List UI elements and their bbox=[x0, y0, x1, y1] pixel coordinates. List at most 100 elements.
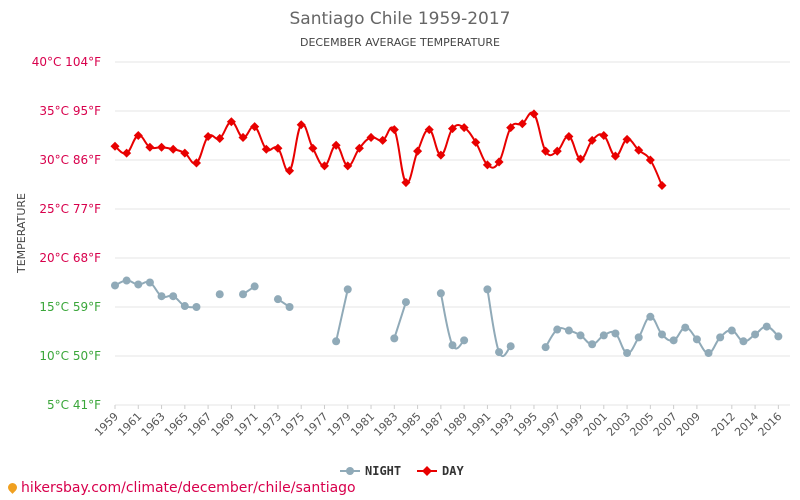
point-day[interactable] bbox=[436, 150, 446, 160]
point-day[interactable] bbox=[482, 160, 492, 170]
point-day[interactable] bbox=[343, 161, 353, 171]
point-night[interactable] bbox=[599, 331, 608, 340]
x-tick-label: 1967 bbox=[185, 410, 214, 439]
point-night[interactable] bbox=[401, 298, 410, 307]
point-night[interactable] bbox=[145, 278, 154, 287]
grid-lines bbox=[115, 61, 790, 406]
point-day[interactable] bbox=[145, 142, 155, 152]
legend-night-swatch-dot bbox=[346, 467, 354, 475]
point-night[interactable] bbox=[553, 325, 562, 334]
point-night[interactable] bbox=[657, 330, 666, 339]
point-night[interactable] bbox=[692, 335, 701, 344]
series-day-line-segment bbox=[114, 111, 663, 186]
point-night[interactable] bbox=[751, 330, 760, 339]
point-day[interactable] bbox=[354, 143, 364, 153]
y-tick-label: 10°C 50°F bbox=[39, 349, 101, 363]
point-night[interactable] bbox=[704, 349, 713, 358]
series-night-line-segment bbox=[393, 301, 407, 339]
chart-subtitle: DECEMBER AVERAGE TEMPERATURE bbox=[300, 36, 500, 49]
legend-night-label: NIGHT bbox=[365, 464, 401, 478]
point-night[interactable] bbox=[739, 337, 748, 346]
legend-day-label: DAY bbox=[442, 464, 464, 478]
point-day[interactable] bbox=[389, 125, 399, 135]
point-night[interactable] bbox=[495, 348, 504, 357]
point-day[interactable] bbox=[157, 142, 167, 152]
point-day[interactable] bbox=[215, 133, 225, 143]
point-night[interactable] bbox=[576, 331, 585, 340]
point-day[interactable] bbox=[203, 131, 213, 142]
point-night[interactable] bbox=[541, 343, 550, 352]
x-tick-label: 1995 bbox=[511, 410, 540, 439]
point-night[interactable] bbox=[588, 340, 597, 349]
point-day[interactable] bbox=[110, 141, 120, 151]
point-night[interactable] bbox=[623, 349, 632, 358]
point-night[interactable] bbox=[564, 326, 573, 335]
x-tick-label: 1987 bbox=[418, 410, 447, 439]
point-night[interactable] bbox=[448, 341, 457, 350]
point-night[interactable] bbox=[506, 342, 515, 351]
point-night[interactable] bbox=[716, 333, 725, 342]
legend-item-day[interactable]: DAY bbox=[417, 464, 464, 478]
point-day[interactable] bbox=[575, 154, 586, 164]
point-night[interactable] bbox=[122, 276, 131, 285]
point-night[interactable] bbox=[669, 336, 678, 345]
point-night[interactable] bbox=[343, 285, 352, 294]
point-night[interactable] bbox=[681, 323, 690, 332]
point-night[interactable] bbox=[273, 295, 282, 304]
point-night[interactable] bbox=[180, 302, 189, 311]
footer-link[interactable]: hikersbay.com/climate/december/chile/san… bbox=[6, 480, 356, 496]
point-night[interactable] bbox=[169, 292, 178, 301]
point-night[interactable] bbox=[134, 280, 143, 289]
point-day[interactable] bbox=[122, 148, 132, 158]
legend: NIGHT DAY bbox=[340, 464, 464, 478]
point-night[interactable] bbox=[774, 332, 783, 341]
point-day[interactable] bbox=[273, 143, 283, 153]
point-day[interactable] bbox=[657, 180, 667, 191]
point-day[interactable] bbox=[133, 130, 143, 141]
point-day[interactable] bbox=[250, 122, 260, 132]
point-night[interactable] bbox=[634, 333, 643, 342]
point-night[interactable] bbox=[727, 326, 736, 335]
point-night[interactable] bbox=[762, 322, 771, 331]
point-day[interactable] bbox=[587, 135, 597, 145]
point-night[interactable] bbox=[239, 290, 248, 299]
point-day[interactable] bbox=[308, 143, 318, 153]
x-tick-label: 1971 bbox=[232, 410, 261, 439]
point-night[interactable] bbox=[646, 312, 655, 321]
x-tick-label: 1973 bbox=[255, 410, 284, 439]
point-night[interactable] bbox=[111, 281, 119, 290]
point-day[interactable] bbox=[459, 123, 469, 133]
point-night[interactable] bbox=[436, 289, 445, 298]
point-night[interactable] bbox=[285, 303, 294, 311]
point-night[interactable] bbox=[611, 329, 620, 338]
y-tick-label: 25°C 77°F bbox=[39, 202, 101, 216]
x-tick-label: 1961 bbox=[115, 410, 144, 439]
point-day[interactable] bbox=[413, 146, 423, 156]
y-tick-label: 15°C 59°F bbox=[39, 300, 101, 314]
point-day[interactable] bbox=[168, 144, 178, 154]
x-tick-label: 1959 bbox=[92, 410, 121, 439]
point-night[interactable] bbox=[215, 290, 224, 299]
x-tick-label: 1983 bbox=[371, 410, 400, 439]
point-night[interactable] bbox=[460, 336, 469, 345]
y-tick-label: 20°C 68°F bbox=[39, 251, 101, 265]
point-day[interactable] bbox=[296, 120, 306, 130]
point-night[interactable] bbox=[332, 337, 341, 346]
series-night bbox=[111, 276, 783, 358]
point-night[interactable] bbox=[192, 303, 201, 311]
x-tick-label: 1963 bbox=[139, 410, 168, 439]
point-day[interactable] bbox=[226, 117, 236, 127]
legend-item-night[interactable]: NIGHT bbox=[340, 464, 401, 478]
point-day[interactable] bbox=[191, 158, 201, 168]
point-day[interactable] bbox=[366, 132, 376, 142]
point-day[interactable] bbox=[401, 178, 411, 188]
point-day[interactable] bbox=[471, 137, 481, 147]
x-tick-label: 2014 bbox=[732, 410, 761, 439]
point-night[interactable] bbox=[157, 292, 166, 301]
point-night[interactable] bbox=[390, 334, 399, 343]
series-lines bbox=[110, 109, 783, 358]
point-night[interactable] bbox=[250, 282, 259, 291]
point-day[interactable] bbox=[261, 144, 271, 154]
point-night[interactable] bbox=[483, 285, 492, 294]
point-day[interactable] bbox=[506, 123, 516, 133]
